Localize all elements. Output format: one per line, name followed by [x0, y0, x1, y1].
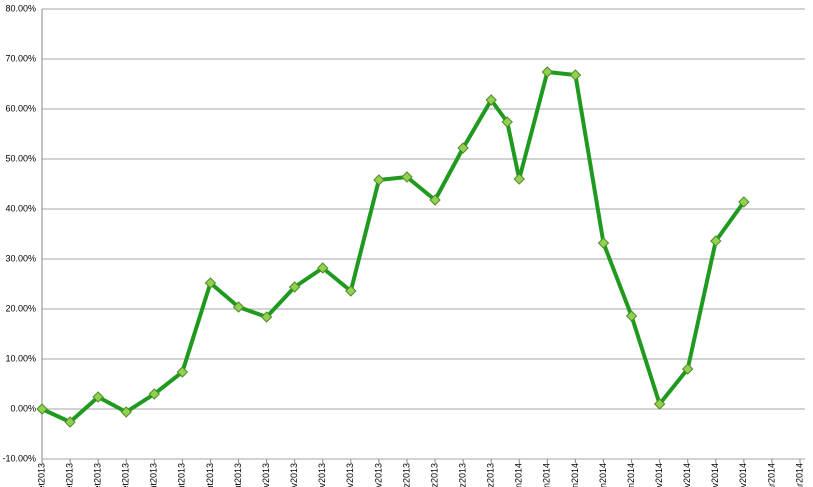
marker [681, 363, 694, 375]
marker [710, 235, 722, 247]
marker [401, 171, 413, 183]
x-tick-label: 22Nov2013 [345, 463, 355, 487]
x-tick-label: 14Mar2014 [794, 463, 804, 487]
marker [513, 173, 525, 185]
y-tick-label: 10.00% [5, 353, 36, 363]
marker [317, 262, 329, 274]
y-tick-label: 50.00% [5, 153, 36, 163]
x-tick-label: 21Fev2014 [710, 463, 720, 487]
marker [653, 398, 666, 410]
x-tick-label: 03Jan2014 [514, 463, 524, 487]
x-tick-label: 06Set2013 [36, 463, 46, 487]
marker [569, 69, 582, 81]
y-tick-label: 20.00% [5, 303, 36, 313]
marker [738, 196, 750, 208]
marker [501, 116, 513, 128]
x-tick-label: 24Jan2014 [598, 463, 608, 487]
x-tick-label: 14Fev2014 [682, 463, 692, 487]
marker [120, 406, 132, 418]
marker [232, 301, 245, 313]
marker [260, 311, 273, 323]
x-tick-label: 13Set2013 [64, 463, 74, 487]
x-tick-label: 20Dez2013 [457, 463, 467, 487]
y-tick-label: 60.00% [5, 103, 36, 113]
marker [204, 277, 217, 289]
marker [148, 388, 161, 400]
x-tick-label: 29Nov2013 [373, 463, 383, 487]
marker [541, 66, 554, 78]
x-tick-label: 20Set2013 [93, 463, 103, 487]
x-tick-label: 07Fev2014 [654, 463, 664, 487]
x-tick-label: 25Out2013 [233, 463, 243, 487]
marker [92, 391, 104, 403]
x-tick-label: 01Nov2013 [261, 463, 271, 487]
x-tick-label: 08Nov2013 [289, 463, 299, 487]
x-tick-label: 31Jan2014 [626, 463, 636, 487]
y-tick-label: 80.00% [5, 3, 36, 13]
marker [36, 403, 48, 415]
marker [345, 285, 357, 297]
marker [457, 142, 469, 154]
marker [429, 194, 441, 206]
y-tick-label: 30.00% [5, 253, 36, 263]
line [41, 70, 746, 424]
y-tick-label: 70.00% [5, 53, 36, 63]
marker [485, 94, 497, 106]
x-tick-label: 06Dez2013 [401, 463, 411, 487]
y-tick-label: 0.00% [10, 403, 36, 413]
x-tick-label: 13Dez2013 [429, 463, 439, 487]
y-tick-label: 40.00% [5, 203, 36, 213]
x-tick-label: 17Jan2014 [570, 463, 580, 487]
marker [288, 281, 301, 293]
x-tick-label: 15Nov2013 [317, 463, 327, 487]
marker [373, 174, 385, 186]
marker [597, 237, 610, 249]
x-tick-label: 28Fev2014 [738, 463, 748, 487]
marker [625, 310, 638, 322]
x-tick-label: 27Dez2013 [486, 463, 496, 487]
marker [176, 366, 189, 378]
marker [64, 416, 76, 428]
x-tick-label: 07Mar2014 [766, 463, 776, 487]
x-tick-label: 18Out2013 [205, 463, 215, 487]
y-tick-label: -10.00% [2, 453, 36, 463]
x-tick-label: 10Jan2014 [542, 463, 552, 487]
x-tick-label: 04Out2013 [149, 463, 159, 487]
x-tick-label: 11Out2013 [177, 463, 187, 487]
x-tick-label: 27Set2013 [121, 463, 131, 487]
